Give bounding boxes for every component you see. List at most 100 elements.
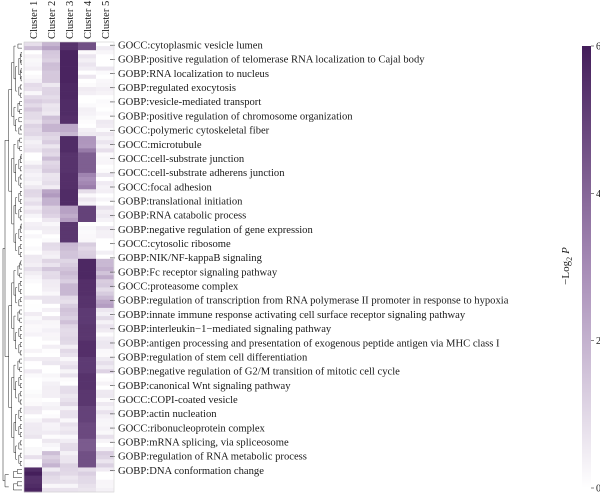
term-label: GOCC:focal adhesion bbox=[118, 182, 213, 193]
heatmap-cell bbox=[78, 373, 96, 378]
heatmap-cell bbox=[60, 438, 78, 444]
term-label: GOBP:canonical Wnt signaling pathway bbox=[118, 381, 291, 392]
heatmap-cell bbox=[42, 226, 60, 231]
term-label: GOBP:vesicle-mediated transport bbox=[118, 97, 261, 108]
heatmap-cell bbox=[24, 50, 42, 55]
heatmap-cell bbox=[42, 283, 60, 288]
heatmap-cell bbox=[96, 46, 114, 51]
heatmap-cell bbox=[96, 430, 114, 436]
term-label: GOBP:DNA conformation change bbox=[118, 466, 264, 477]
heatmap-cell bbox=[96, 201, 114, 206]
heatmap-cell bbox=[96, 365, 114, 370]
heatmap-cell bbox=[78, 234, 96, 239]
heatmap-cell bbox=[78, 430, 96, 436]
heatmap-cell bbox=[78, 406, 96, 411]
heatmap-cell bbox=[24, 213, 42, 219]
heatmap-cell bbox=[60, 361, 78, 366]
heatmap-cell bbox=[24, 299, 42, 305]
heatmap-cell bbox=[60, 209, 78, 215]
heatmap-cell bbox=[96, 291, 114, 296]
heatmap-cell bbox=[96, 336, 114, 341]
heatmap-cell bbox=[78, 377, 96, 382]
heatmap-cell bbox=[42, 144, 60, 149]
heatmap-cell bbox=[24, 246, 42, 251]
heatmap-cell bbox=[60, 87, 78, 92]
heatmap-cell bbox=[96, 455, 114, 460]
term-label: GOBP:antigen processing and presentation… bbox=[118, 338, 500, 349]
heatmap-cell bbox=[24, 168, 42, 174]
heatmap-cell bbox=[96, 119, 114, 125]
heatmap-cell bbox=[42, 91, 60, 96]
heatmap-cell bbox=[78, 402, 96, 407]
heatmap-cell bbox=[96, 185, 114, 190]
colorbar-tick-label: 4 bbox=[596, 189, 600, 200]
heatmap-cell bbox=[78, 455, 96, 460]
heatmap-cell bbox=[78, 414, 96, 419]
heatmap-cell bbox=[42, 414, 60, 419]
heatmap-cell bbox=[78, 185, 96, 190]
heatmap-cell bbox=[42, 258, 60, 264]
heatmap-cell bbox=[60, 160, 78, 166]
heatmap-cell bbox=[96, 463, 114, 468]
heatmap-cell bbox=[78, 303, 96, 309]
heatmap-cell bbox=[96, 226, 114, 231]
heatmap-cell bbox=[42, 156, 60, 161]
heatmap-cell bbox=[24, 316, 42, 321]
heatmap-cell bbox=[78, 463, 96, 468]
heatmap-cell bbox=[78, 336, 96, 341]
term-label: GOBP:translational initiation bbox=[118, 196, 243, 207]
heatmap-cell bbox=[60, 136, 78, 141]
term-label: GOBP:RNA localization to nucleus bbox=[118, 69, 269, 80]
heatmap-cell bbox=[60, 291, 78, 296]
heatmap-cell bbox=[60, 42, 78, 47]
heatmap-cell bbox=[60, 189, 78, 194]
heatmap-cell bbox=[24, 275, 42, 280]
heatmap-cell bbox=[42, 307, 60, 313]
heatmap-cell bbox=[42, 201, 60, 206]
heatmap-cell bbox=[24, 172, 42, 178]
heatmap-cell bbox=[78, 451, 96, 456]
heatmap-cell bbox=[24, 312, 42, 317]
heatmap-cell bbox=[60, 246, 78, 251]
heatmap-cell bbox=[42, 406, 60, 411]
heatmap-cell bbox=[60, 205, 78, 211]
heatmap-cell bbox=[96, 295, 114, 301]
heatmap-cell bbox=[60, 487, 78, 493]
heatmap-cell bbox=[78, 226, 96, 231]
heatmap-cell bbox=[42, 344, 60, 350]
heatmap-cell bbox=[78, 119, 96, 125]
heatmap-cell bbox=[24, 222, 42, 227]
heatmap-cell bbox=[42, 279, 60, 284]
heatmap-cell bbox=[24, 66, 42, 71]
heatmap-cell bbox=[96, 271, 114, 276]
heatmap-cell bbox=[78, 316, 96, 321]
heatmap-cell bbox=[96, 123, 114, 129]
heatmap-cell bbox=[42, 312, 60, 317]
heatmap-cell bbox=[42, 78, 60, 84]
heatmap-cell bbox=[78, 136, 96, 141]
heatmap-cell bbox=[42, 262, 60, 268]
heatmap-cell bbox=[42, 185, 60, 190]
term-label: GOBP:regulation of transcription from RN… bbox=[118, 296, 509, 307]
heatmap-cell bbox=[96, 447, 114, 452]
heatmap-cell bbox=[42, 271, 60, 276]
heatmap-cell bbox=[60, 156, 78, 161]
heatmap-cell bbox=[96, 451, 114, 456]
heatmap-cell bbox=[24, 148, 42, 153]
heatmap-cell bbox=[78, 209, 96, 215]
heatmap-cell bbox=[42, 95, 60, 100]
heatmap-cell bbox=[42, 152, 60, 157]
heatmap-cell bbox=[24, 430, 42, 436]
heatmap-cell bbox=[42, 111, 60, 116]
heatmap-cell bbox=[96, 58, 114, 63]
heatmap-cell bbox=[96, 99, 114, 104]
heatmap-cell bbox=[78, 291, 96, 296]
heatmap-cell bbox=[24, 111, 42, 116]
heatmap-cell bbox=[78, 283, 96, 288]
heatmap-cell bbox=[78, 242, 96, 247]
heatmap-cell bbox=[42, 467, 60, 472]
cluster-header: Cluster 2 bbox=[47, 1, 58, 39]
heatmap-cell bbox=[24, 332, 42, 337]
heatmap-cell bbox=[24, 447, 42, 452]
